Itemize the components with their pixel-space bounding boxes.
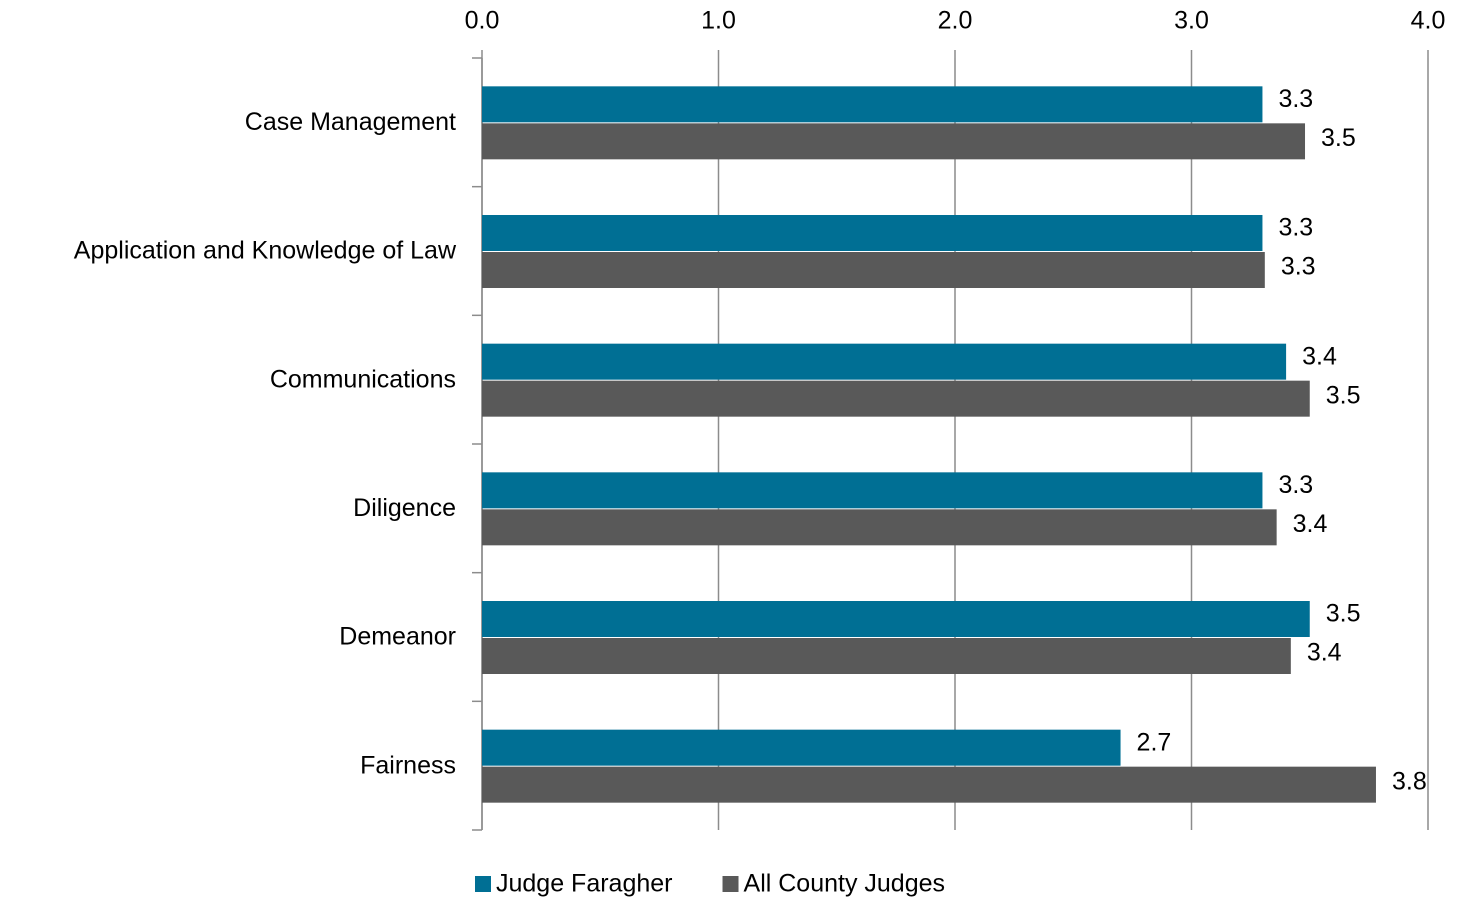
x-tick-label: 2.0 bbox=[938, 7, 973, 35]
bar bbox=[482, 380, 1310, 417]
data-label: 3.5 bbox=[1321, 124, 1356, 152]
bar bbox=[482, 472, 1263, 509]
bar bbox=[482, 766, 1376, 803]
x-tick-label: 1.0 bbox=[701, 7, 736, 35]
bar bbox=[482, 215, 1263, 251]
bar bbox=[482, 252, 1265, 288]
legend-label: Judge Faragher bbox=[496, 870, 673, 898]
x-tick-label: 3.0 bbox=[1174, 7, 1209, 35]
data-label: 3.3 bbox=[1281, 253, 1316, 281]
bar bbox=[482, 638, 1291, 674]
bar bbox=[482, 729, 1121, 766]
y-tick-label: Diligence bbox=[353, 494, 456, 522]
y-tick-label: Fairness bbox=[360, 751, 456, 779]
data-label: 3.4 bbox=[1307, 639, 1342, 667]
data-label: 3.3 bbox=[1278, 85, 1313, 113]
legend-label: All County Judges bbox=[744, 870, 946, 898]
x-tick-label: 4.0 bbox=[1411, 7, 1446, 35]
y-tick-label: Application and Knowledge of Law bbox=[74, 237, 457, 265]
data-label: 3.5 bbox=[1326, 600, 1361, 628]
bar bbox=[482, 601, 1310, 637]
legend-swatch bbox=[475, 876, 491, 892]
data-label: 3.4 bbox=[1302, 342, 1337, 370]
y-tick-label: Communications bbox=[270, 365, 456, 393]
data-label: 3.3 bbox=[1278, 471, 1313, 499]
bar bbox=[482, 123, 1306, 160]
data-label: 3.4 bbox=[1293, 510, 1328, 538]
data-label: 2.7 bbox=[1137, 728, 1172, 756]
data-label: 3.5 bbox=[1326, 381, 1361, 409]
y-tick-label: Demeanor bbox=[339, 623, 456, 651]
y-tick-label: Case Management bbox=[245, 108, 456, 136]
data-label: 3.3 bbox=[1278, 214, 1313, 242]
bar bbox=[482, 86, 1263, 123]
bar bbox=[482, 509, 1277, 546]
data-label: 3.8 bbox=[1392, 767, 1427, 795]
x-tick-label: 0.0 bbox=[465, 7, 500, 35]
legend-swatch bbox=[722, 876, 739, 892]
bar bbox=[482, 343, 1287, 380]
